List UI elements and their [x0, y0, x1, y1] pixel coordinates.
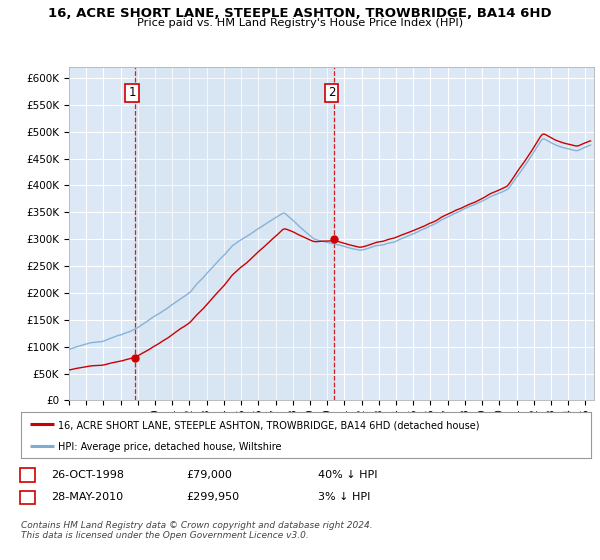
- Text: £299,950: £299,950: [186, 492, 239, 502]
- Bar: [135, 67, 334, 400]
- Text: 2: 2: [24, 492, 31, 502]
- Text: 2: 2: [328, 86, 335, 100]
- Text: 40% ↓ HPI: 40% ↓ HPI: [318, 470, 377, 480]
- Text: 1: 1: [24, 470, 31, 480]
- Text: 16, ACRE SHORT LANE, STEEPLE ASHTON, TROWBRIDGE, BA14 6HD: 16, ACRE SHORT LANE, STEEPLE ASHTON, TRO…: [48, 7, 552, 20]
- Text: HPI: Average price, detached house, Wiltshire: HPI: Average price, detached house, Wilt…: [58, 442, 281, 452]
- Text: 28-MAY-2010: 28-MAY-2010: [51, 492, 123, 502]
- Text: 16, ACRE SHORT LANE, STEEPLE ASHTON, TROWBRIDGE, BA14 6HD (detached house): 16, ACRE SHORT LANE, STEEPLE ASHTON, TRO…: [58, 420, 479, 430]
- Text: 3% ↓ HPI: 3% ↓ HPI: [318, 492, 370, 502]
- Text: Contains HM Land Registry data © Crown copyright and database right 2024.
This d: Contains HM Land Registry data © Crown c…: [21, 521, 373, 540]
- Text: 1: 1: [128, 86, 136, 100]
- Text: £79,000: £79,000: [186, 470, 232, 480]
- Text: 26-OCT-1998: 26-OCT-1998: [51, 470, 124, 480]
- Text: Price paid vs. HM Land Registry's House Price Index (HPI): Price paid vs. HM Land Registry's House …: [137, 18, 463, 29]
